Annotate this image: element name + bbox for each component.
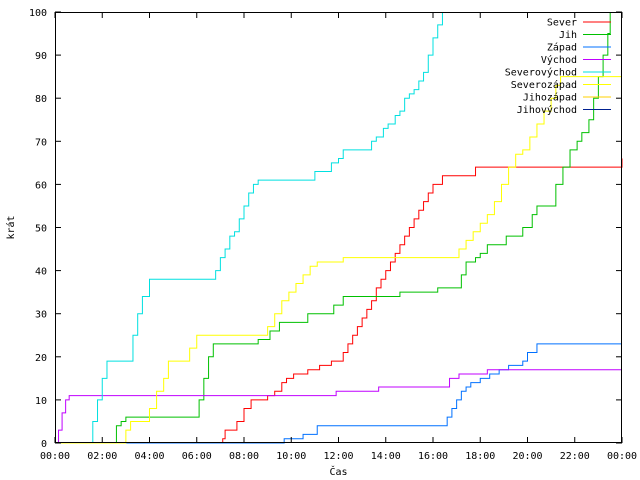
y-tick-label: 80 bbox=[35, 94, 47, 105]
series-line-severozapad bbox=[55, 76, 622, 444]
legend-label: Jih bbox=[559, 30, 577, 41]
series-line-vychod bbox=[55, 369, 622, 444]
x-tick-label: 06:00 bbox=[182, 451, 212, 462]
x-tick-label: 16:00 bbox=[418, 451, 448, 462]
x-tick-label: 18:00 bbox=[465, 451, 495, 462]
x-axis-label: Čas bbox=[329, 465, 347, 478]
legend-label: Severozápad bbox=[511, 79, 577, 91]
y-tick-label: 50 bbox=[35, 224, 47, 235]
y-tick-label: 100 bbox=[29, 8, 47, 19]
x-tick-label: 08:00 bbox=[229, 451, 259, 462]
series-line-zapad bbox=[55, 343, 622, 444]
y-tick-label: 30 bbox=[35, 310, 47, 321]
y-tick-label: 60 bbox=[35, 180, 47, 191]
y-tick-label: 10 bbox=[35, 396, 47, 407]
tick-layer: 00:00 02:00 04:00 06:00 08:00 10:00 12:00 14:00… bbox=[29, 8, 637, 462]
legend-label: Sever bbox=[547, 18, 577, 29]
x-tick-label: 12:00 bbox=[323, 451, 353, 462]
series-line-jih bbox=[55, 12, 611, 444]
x-tick-label: 14:00 bbox=[371, 451, 401, 462]
y-tick-label: 90 bbox=[35, 51, 47, 62]
x-tick-label: 00:00 bbox=[607, 451, 637, 462]
y-tick-label: 20 bbox=[35, 353, 47, 364]
legend: SeverJihZápadVýchodSeverovýchodSeverozáp… bbox=[505, 18, 611, 116]
y-tick-label: 40 bbox=[35, 267, 47, 278]
legend-label: Východ bbox=[541, 54, 577, 66]
y-tick-label: 0 bbox=[41, 439, 47, 450]
x-tick-label: 20:00 bbox=[512, 451, 542, 462]
x-tick-label: 02:00 bbox=[87, 451, 117, 462]
x-tick-label: 10:00 bbox=[276, 451, 306, 462]
legend-label: Západ bbox=[547, 42, 577, 54]
legend-label: Severovýchod bbox=[505, 67, 577, 79]
legend-label: Jihozápad bbox=[523, 92, 577, 104]
x-tick-label: 04:00 bbox=[134, 451, 164, 462]
series-line-sever bbox=[55, 158, 623, 444]
series-line-severovychod bbox=[55, 12, 443, 444]
x-tick-label: 22:00 bbox=[560, 451, 590, 462]
y-tick-label: 70 bbox=[35, 137, 47, 148]
series-layer bbox=[55, 12, 623, 444]
y-axis-label: krát bbox=[5, 215, 17, 239]
legend-label: Jihovýchod bbox=[517, 104, 577, 116]
x-tick-label: 00:00 bbox=[40, 451, 70, 462]
